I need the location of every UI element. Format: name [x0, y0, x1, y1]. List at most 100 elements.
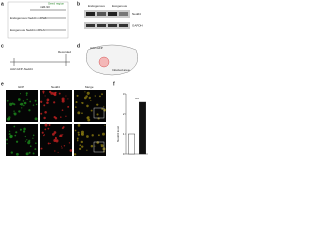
cell	[101, 108, 104, 110]
cell	[19, 103, 22, 105]
band	[86, 12, 95, 16]
band	[119, 12, 128, 16]
cell	[62, 134, 64, 136]
cell	[54, 150, 56, 152]
cell	[15, 131, 18, 134]
panel-label: b	[77, 1, 80, 7]
endogenous-label: Endogenous Nedd4 mRNA	[10, 16, 46, 20]
cell	[75, 106, 77, 108]
cell	[77, 111, 81, 115]
cell	[101, 93, 103, 96]
cell	[13, 110, 15, 112]
cell	[22, 130, 26, 133]
cell	[53, 93, 57, 97]
cell	[80, 140, 83, 144]
cell	[32, 137, 34, 139]
figure: a miR-93 Seed region Endogenous Nedd4 mR…	[1, 1, 148, 156]
cell	[20, 102, 24, 106]
cell	[34, 142, 37, 145]
cell	[53, 139, 57, 142]
cell	[9, 134, 13, 138]
cell	[62, 126, 65, 128]
cell	[13, 125, 16, 128]
cell	[65, 115, 67, 117]
cell	[34, 99, 37, 102]
cell	[47, 127, 50, 130]
bar-chart: 0 1 2 3 ***	[123, 92, 148, 156]
cell	[99, 95, 101, 98]
cell	[40, 112, 43, 115]
cell	[32, 152, 35, 155]
cell	[75, 101, 78, 104]
cell	[68, 142, 71, 144]
cell	[42, 90, 45, 93]
cell	[54, 92, 57, 94]
y-tick-label: 1	[123, 132, 125, 136]
cell	[43, 134, 45, 136]
band	[119, 24, 128, 27]
row-label: Nedd4	[132, 12, 141, 16]
panel-label: c	[1, 43, 4, 49]
panel-a-box	[7, 1, 69, 39]
cell	[44, 123, 48, 127]
cell	[25, 152, 29, 156]
cell	[77, 131, 80, 134]
y-axis-label: Nedd4 level	[116, 126, 120, 142]
virus-label: AAV-GFP	[90, 46, 103, 50]
seed-label: Seed region	[48, 1, 65, 5]
cell	[60, 116, 62, 118]
cell	[23, 127, 26, 131]
cell	[54, 137, 58, 140]
cell	[102, 132, 105, 136]
cell	[81, 112, 83, 115]
cell	[35, 103, 38, 106]
cell	[100, 144, 102, 146]
cell	[29, 100, 32, 103]
cell	[60, 145, 62, 147]
cell	[90, 144, 94, 148]
infected-area	[98, 56, 110, 68]
bar	[138, 101, 146, 155]
cell	[32, 134, 35, 137]
cell	[28, 109, 31, 112]
cell	[78, 147, 82, 151]
cell	[77, 139, 79, 141]
cell	[63, 145, 66, 147]
cell	[22, 100, 25, 102]
cell	[81, 102, 83, 104]
cell	[32, 104, 35, 106]
cell	[65, 95, 67, 97]
cell	[86, 135, 89, 138]
y-tick-label: 2	[123, 112, 125, 116]
micrographs	[5, 90, 107, 156]
cell	[13, 112, 17, 116]
blot	[84, 22, 130, 29]
cell	[90, 99, 92, 101]
band	[86, 24, 95, 27]
cell	[8, 133, 11, 136]
cell	[10, 151, 13, 154]
cell	[13, 103, 16, 106]
band	[108, 24, 117, 27]
cell	[44, 95, 46, 97]
blot	[84, 10, 130, 18]
cell	[34, 148, 37, 151]
cell	[94, 95, 97, 97]
cell	[40, 147, 43, 150]
column-label: Merge	[85, 85, 94, 89]
cell	[100, 144, 104, 148]
cell	[18, 110, 21, 113]
cell	[77, 124, 81, 127]
cell	[15, 140, 19, 143]
cell	[26, 98, 28, 101]
cell	[6, 99, 9, 102]
cell	[103, 105, 105, 107]
cell	[28, 151, 31, 154]
cell	[59, 134, 63, 138]
panel-label: a	[1, 1, 4, 7]
cell	[53, 101, 56, 104]
panel-label: e	[1, 81, 4, 87]
cell	[8, 118, 11, 120]
cell	[96, 103, 99, 106]
cell	[43, 104, 46, 107]
